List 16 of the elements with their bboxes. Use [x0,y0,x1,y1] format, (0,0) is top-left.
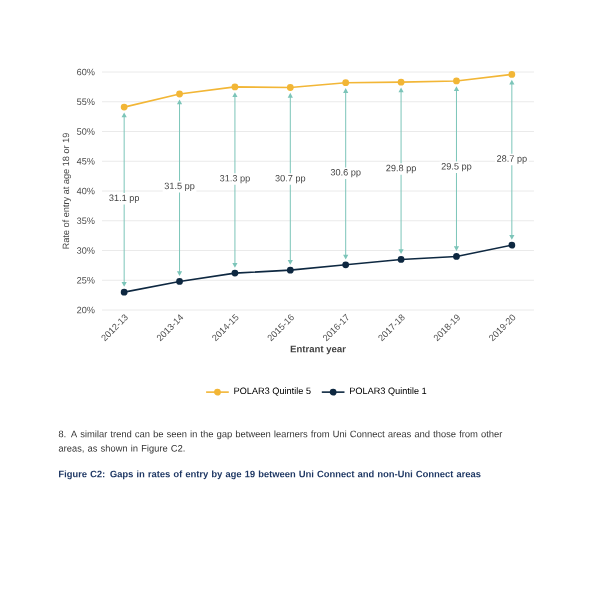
point [508,241,516,249]
point [176,278,183,285]
point [231,269,239,277]
point [342,79,350,87]
point [231,83,239,91]
point [120,103,128,111]
point [120,288,128,296]
point [453,77,460,85]
point [286,84,294,91]
point [342,261,350,269]
point [286,266,294,274]
point [508,70,516,78]
point [176,90,183,98]
point [397,256,405,263]
point [453,253,460,260]
point [397,78,405,86]
